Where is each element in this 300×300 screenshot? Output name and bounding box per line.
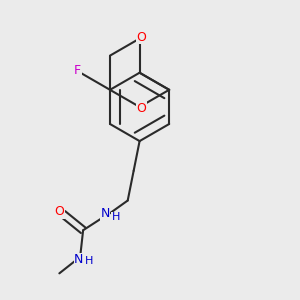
- Text: N: N: [74, 253, 83, 266]
- Text: O: O: [136, 31, 146, 44]
- Text: O: O: [54, 205, 64, 218]
- Text: O: O: [136, 102, 146, 115]
- Text: N: N: [101, 207, 110, 220]
- Text: H: H: [112, 212, 120, 222]
- Text: H: H: [85, 256, 93, 266]
- Text: F: F: [74, 64, 81, 77]
